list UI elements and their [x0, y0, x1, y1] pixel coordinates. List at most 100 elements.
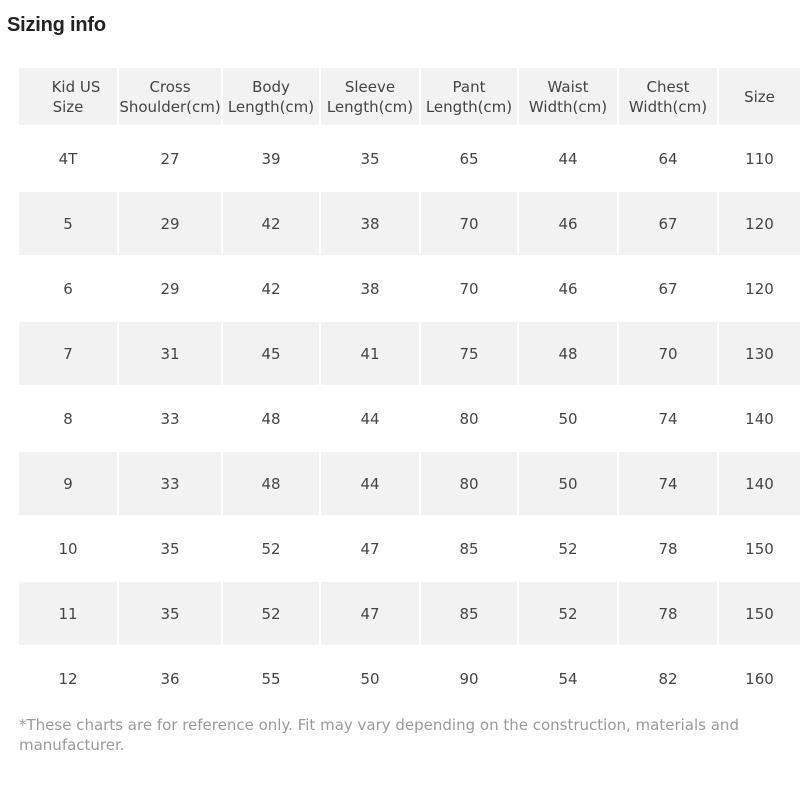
table-cell: 35 — [117, 582, 221, 647]
table-cell: 35 — [117, 517, 221, 582]
table-cell: 82 — [617, 647, 717, 712]
table-cell: 74 — [617, 387, 717, 452]
table-cell: 85 — [419, 582, 517, 647]
column-header-line: Body — [252, 77, 290, 96]
table-cell: 80 — [419, 452, 517, 517]
column-header-line: Width(cm) — [528, 97, 608, 116]
column-header-line: Waist — [547, 77, 589, 96]
table-cell: 85 — [419, 517, 517, 582]
table-cell: 90 — [419, 647, 517, 712]
table-row: 12 36 55 50 90 54 82 160 — [19, 647, 800, 712]
table-cell: 35 — [319, 127, 419, 192]
column-header-body-length: Body Length(cm) — [221, 68, 319, 127]
table-cell: 160 — [717, 647, 800, 712]
table-cell: 150 — [717, 517, 800, 582]
table-cell: 6 — [19, 257, 117, 322]
table-row: 7 31 45 41 75 48 70 130 — [19, 322, 800, 387]
table-cell: 38 — [319, 192, 419, 257]
column-header-line: Size — [52, 97, 84, 116]
table-cell: 46 — [517, 257, 617, 322]
column-header-line: Length(cm) — [227, 97, 315, 116]
table-row: 9 33 48 44 80 50 74 140 — [19, 452, 800, 517]
table-cell: 130 — [717, 322, 800, 387]
column-header-pant-length: Pant Length(cm) — [419, 68, 517, 127]
table-cell: 5 — [19, 192, 117, 257]
table-cell: 67 — [617, 192, 717, 257]
table-row: 5 29 42 38 70 46 67 120 — [19, 192, 800, 257]
column-header-sleeve-length: Sleeve Length(cm) — [319, 68, 419, 127]
table-cell: 41 — [319, 322, 419, 387]
table-row: 4T 27 39 35 65 44 64 110 — [19, 127, 800, 192]
table-cell: 64 — [617, 127, 717, 192]
column-header-line: Chest — [646, 77, 690, 96]
table-cell: 52 — [517, 517, 617, 582]
table-cell: 44 — [517, 127, 617, 192]
column-header-line: Shoulder(cm) — [119, 97, 221, 116]
table-row: 6 29 42 38 70 46 67 120 — [19, 257, 800, 322]
table-cell: 67 — [617, 257, 717, 322]
table-cell: 78 — [617, 517, 717, 582]
column-header-line: Length(cm) — [425, 97, 513, 116]
table-cell: 27 — [117, 127, 221, 192]
sizing-table: Kid US Size Cross Shoulder(cm) Body Leng… — [19, 68, 800, 712]
column-header-chest-width: Chest Width(cm) — [617, 68, 717, 127]
table-cell: 52 — [517, 582, 617, 647]
column-header-line: Pant — [452, 77, 486, 96]
table-cell: 74 — [617, 452, 717, 517]
table-cell: 7 — [19, 322, 117, 387]
column-header-size: Size — [717, 68, 800, 127]
table-cell: 120 — [717, 257, 800, 322]
table-cell: 110 — [717, 127, 800, 192]
table-cell: 120 — [717, 192, 800, 257]
table-cell: 140 — [717, 452, 800, 517]
table-cell: 33 — [117, 452, 221, 517]
table-cell: 48 — [221, 452, 319, 517]
table-cell: 10 — [19, 517, 117, 582]
table-cell: 50 — [517, 452, 617, 517]
table-cell: 70 — [419, 257, 517, 322]
table-cell: 29 — [117, 192, 221, 257]
table-cell: 46 — [517, 192, 617, 257]
table-cell: 70 — [617, 322, 717, 387]
table-cell: 70 — [419, 192, 517, 257]
table-cell: 75 — [419, 322, 517, 387]
table-cell: 31 — [117, 322, 221, 387]
table-cell: 11 — [19, 582, 117, 647]
table-cell: 39 — [221, 127, 319, 192]
column-header-line: Cross — [149, 77, 191, 96]
table-cell: 4T — [19, 127, 117, 192]
table-cell: 78 — [617, 582, 717, 647]
table-cell: 150 — [717, 582, 800, 647]
table-cell: 42 — [221, 257, 319, 322]
table-row: 11 35 52 47 85 52 78 150 — [19, 582, 800, 647]
table-cell: 52 — [221, 517, 319, 582]
table-cell: 12 — [19, 647, 117, 712]
table-cell: 50 — [319, 647, 419, 712]
table-cell: 36 — [117, 647, 221, 712]
column-header-line: Width(cm) — [628, 97, 708, 116]
table-cell: 42 — [221, 192, 319, 257]
table-cell: 44 — [319, 452, 419, 517]
table-cell: 48 — [221, 387, 319, 452]
table-cell: 8 — [19, 387, 117, 452]
table-cell: 80 — [419, 387, 517, 452]
table-cell: 52 — [221, 582, 319, 647]
table-row: 8 33 48 44 80 50 74 140 — [19, 387, 800, 452]
column-header-kid-us-size: Kid US Size — [19, 68, 117, 127]
column-header-waist-width: Waist Width(cm) — [517, 68, 617, 127]
column-header-line: Size — [744, 87, 775, 106]
table-cell: 44 — [319, 387, 419, 452]
table-cell: 50 — [517, 387, 617, 452]
column-header-line: Kid US — [51, 77, 101, 96]
column-header-line: Sleeve — [344, 77, 396, 96]
table-cell: 140 — [717, 387, 800, 452]
table-cell: 55 — [221, 647, 319, 712]
column-header-cross-shoulder: Cross Shoulder(cm) — [117, 68, 221, 127]
page-title: Sizing info — [7, 14, 106, 36]
table-cell: 54 — [517, 647, 617, 712]
table-cell: 29 — [117, 257, 221, 322]
column-header-line: Length(cm) — [326, 97, 414, 116]
table-row: 10 35 52 47 85 52 78 150 — [19, 517, 800, 582]
reference-footnote: *These charts are for reference only. Fi… — [19, 716, 739, 754]
table-cell: 48 — [517, 322, 617, 387]
